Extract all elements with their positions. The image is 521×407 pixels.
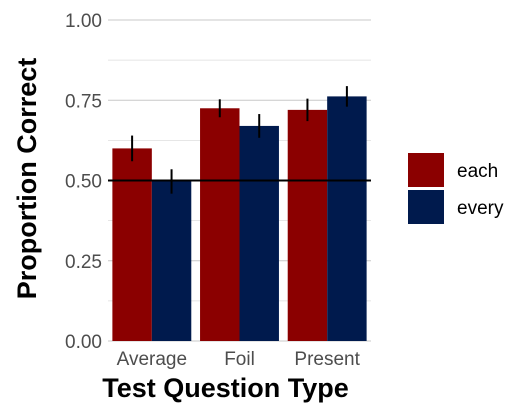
y-tick-label: 0.25 [65, 252, 102, 273]
y-tick-labels: 0.00 0.25 0.50 0.75 1.00 [65, 11, 102, 353]
x-tick-label: Present [294, 349, 360, 370]
legend: each every [408, 153, 504, 224]
bars [112, 96, 367, 342]
y-tick-label: 0.75 [65, 91, 102, 112]
legend-swatch-every [408, 190, 444, 224]
legend-label-every: every [457, 198, 504, 219]
bar-every-present [327, 96, 367, 341]
legend-swatch-each [408, 153, 444, 187]
legend-label-each: each [457, 161, 498, 182]
bar-each-present [287, 109, 328, 341]
y-axis-title: Proportion Correct [12, 58, 42, 300]
bar-every-average [151, 181, 192, 341]
error-bars [131, 86, 348, 194]
y-tick-label: 0.50 [65, 172, 102, 193]
y-tick-label: 0.00 [65, 332, 102, 353]
x-tick-labels: Average Foil Present [117, 349, 361, 370]
y-tick-label: 1.00 [65, 11, 102, 32]
bar-every-foil [239, 125, 279, 342]
x-axis-title: Test Question Type [102, 373, 349, 403]
bar-each-foil [200, 108, 240, 342]
bar-each-average [112, 148, 152, 341]
x-tick-label: Average [117, 349, 187, 370]
x-tick-label: Foil [224, 349, 255, 370]
